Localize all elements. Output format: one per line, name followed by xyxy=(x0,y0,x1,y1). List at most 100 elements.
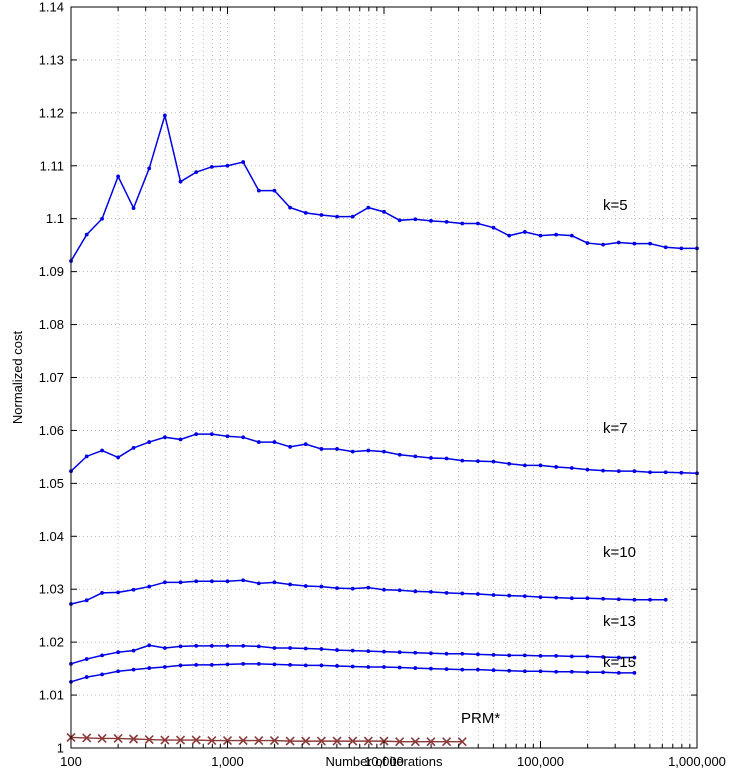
data-point xyxy=(429,218,433,223)
data-point xyxy=(444,219,449,224)
data-point xyxy=(194,170,199,175)
data-point xyxy=(491,459,496,464)
data-point xyxy=(254,736,264,746)
data-point xyxy=(162,665,167,669)
data-point xyxy=(457,737,467,747)
data-point xyxy=(116,455,121,460)
data-point xyxy=(319,647,324,651)
y-tick-label: 1.04 xyxy=(39,529,64,544)
y-tick-label: 1.12 xyxy=(39,105,64,120)
data-point xyxy=(663,597,668,602)
data-point xyxy=(460,458,465,463)
data-point xyxy=(178,179,183,184)
data-point xyxy=(225,163,230,168)
data-point xyxy=(632,241,637,246)
data-point xyxy=(460,651,465,656)
data-point xyxy=(413,589,418,594)
data-point xyxy=(335,447,339,451)
data-point xyxy=(382,209,386,214)
data-point xyxy=(272,580,277,585)
data-point xyxy=(601,655,606,659)
data-point xyxy=(225,662,230,667)
data-point xyxy=(491,668,496,673)
data-point xyxy=(442,737,452,747)
data-point xyxy=(366,205,371,210)
series-label: PRM* xyxy=(461,710,500,727)
data-point xyxy=(507,461,512,466)
data-point xyxy=(241,160,246,164)
data-point xyxy=(382,449,386,454)
data-point xyxy=(256,661,261,666)
data-point xyxy=(507,653,512,658)
data-point xyxy=(82,733,92,743)
data-point xyxy=(397,588,402,593)
data-point xyxy=(476,221,480,226)
data-point xyxy=(178,580,183,585)
data-point xyxy=(131,667,136,672)
data-point xyxy=(538,595,543,600)
data-point xyxy=(144,734,154,745)
data-point xyxy=(585,654,590,659)
data-point xyxy=(116,650,121,655)
data-point xyxy=(538,669,543,674)
data-point xyxy=(160,735,170,745)
tick-labels: 100 1,000 10,000 100,000 1,000,000 1 1.01 1.02 1… xyxy=(39,0,726,769)
data-point xyxy=(413,650,418,655)
data-point xyxy=(410,737,420,747)
data-point xyxy=(585,467,590,472)
data-point xyxy=(222,736,233,746)
data-point xyxy=(569,596,574,601)
data-point xyxy=(225,579,230,584)
data-point xyxy=(632,597,637,602)
data-point xyxy=(288,444,293,449)
data-point xyxy=(648,597,652,602)
data-point xyxy=(491,225,496,230)
data-point xyxy=(84,657,89,661)
data-point xyxy=(178,663,183,668)
data-point xyxy=(209,579,214,584)
data-point xyxy=(554,465,559,469)
y-tick-label: 1.1 xyxy=(46,211,64,226)
data-point xyxy=(444,651,449,656)
y-tick-label: 1.05 xyxy=(39,476,64,491)
data-point xyxy=(84,454,89,459)
data-point xyxy=(162,113,167,118)
data-point xyxy=(272,662,277,667)
data-point xyxy=(616,597,621,602)
data-point xyxy=(319,447,324,451)
data-point xyxy=(601,242,606,247)
series-k-15 xyxy=(69,661,637,684)
data-point xyxy=(632,469,637,474)
y-tick-label: 1.01 xyxy=(39,688,64,703)
data-point xyxy=(316,736,326,746)
ticks xyxy=(70,6,698,749)
data-point xyxy=(207,736,217,746)
data-point xyxy=(476,592,480,596)
data-point xyxy=(335,586,339,591)
data-point xyxy=(569,669,574,674)
data-point xyxy=(397,452,402,457)
data-point xyxy=(663,470,668,475)
data-point xyxy=(366,665,371,669)
grid xyxy=(71,7,697,748)
data-point xyxy=(194,663,199,667)
data-point xyxy=(84,232,89,237)
data-point xyxy=(175,735,186,745)
data-point xyxy=(194,643,199,648)
data-point xyxy=(426,737,436,747)
data-point xyxy=(241,435,246,440)
data-point xyxy=(256,188,261,193)
data-point xyxy=(285,736,295,746)
data-point xyxy=(363,736,373,746)
data-point xyxy=(116,174,121,179)
data-point xyxy=(319,584,324,589)
data-point xyxy=(522,653,527,658)
x-tick-label: 1,000,000 xyxy=(668,754,726,769)
data-point xyxy=(522,594,527,598)
data-point xyxy=(522,669,527,674)
data-point xyxy=(413,217,418,222)
series-labels: k=5 k=7 k=10 k=13 k=15 PRM* xyxy=(461,197,636,727)
data-point xyxy=(569,466,574,470)
data-point xyxy=(460,667,465,672)
